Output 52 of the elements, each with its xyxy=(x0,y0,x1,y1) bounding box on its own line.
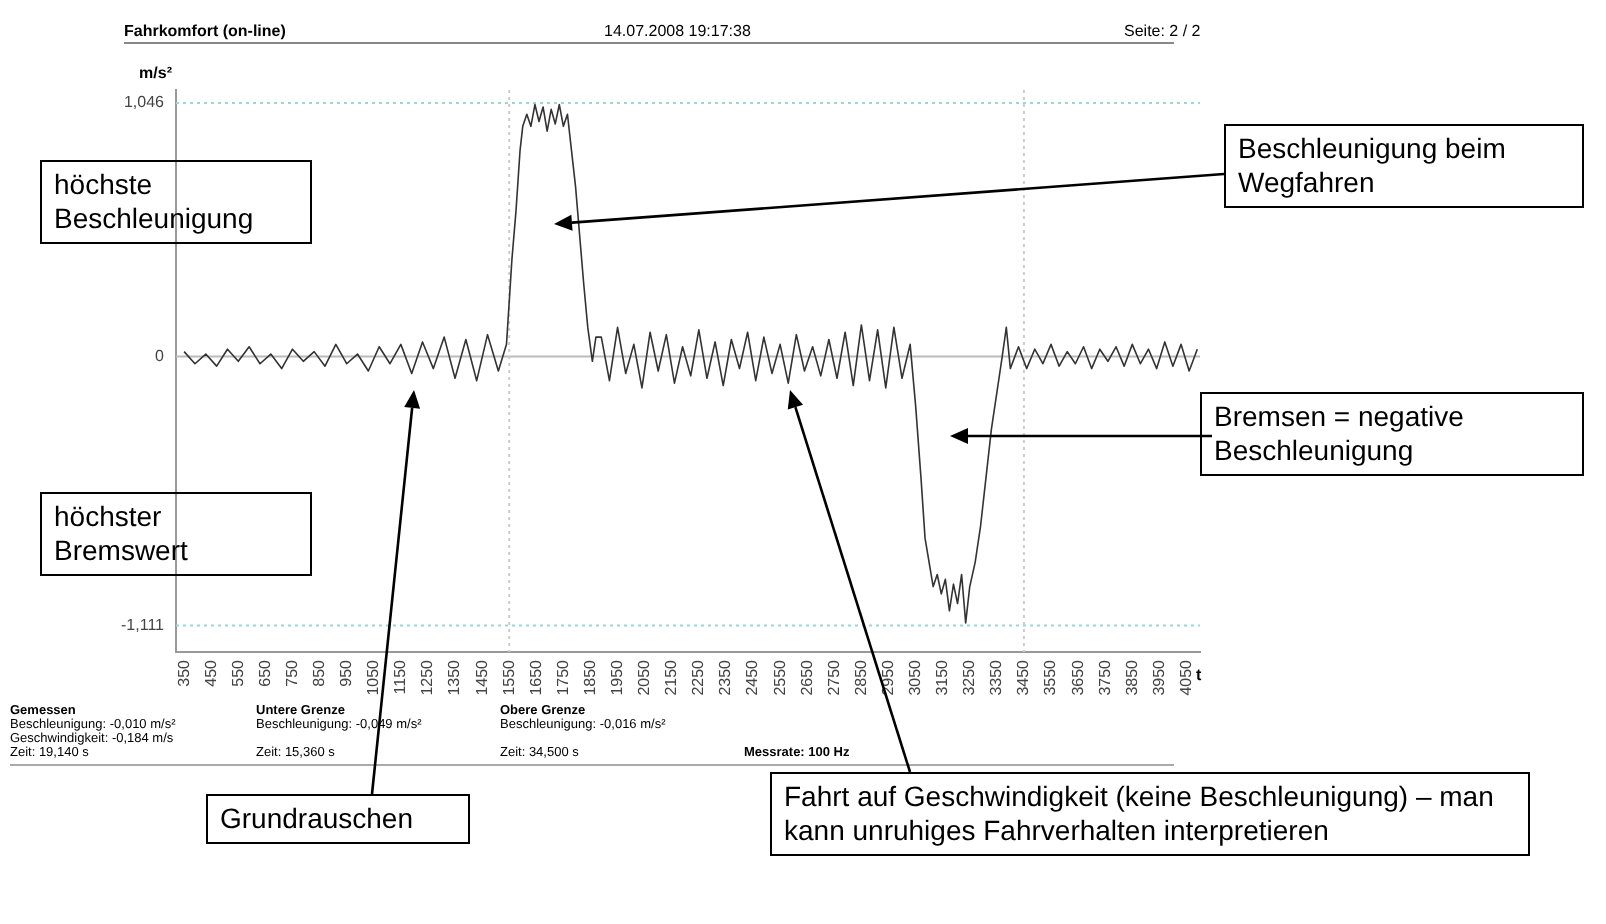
x-tick-label: 1450 xyxy=(472,658,491,696)
x-tick-label: 2350 xyxy=(716,658,735,696)
x-tick-label: 3950 xyxy=(1149,658,1168,696)
y-tick-label: -1,111 xyxy=(121,616,166,634)
x-tick-label: 1550 xyxy=(499,658,518,696)
x-tick-label: 2250 xyxy=(689,658,708,696)
annotation: höchster Bremswert xyxy=(40,492,312,576)
text: Bremsen = negative Beschleunigung xyxy=(1200,392,1584,476)
x-tick-label: 2650 xyxy=(797,658,816,696)
x-tick-label: 1950 xyxy=(607,658,626,696)
text: Fahrt auf Geschwindigkeit (keine Beschleunigung) – man kann unruhiges Fahrverhalten interpretieren xyxy=(770,772,1530,856)
x-tick-label: 3550 xyxy=(1041,658,1060,696)
x-tick-label: 1350 xyxy=(445,658,464,696)
x-tick-label: 1150 xyxy=(391,658,410,695)
x-tick-label: 2750 xyxy=(824,658,843,696)
x-tick-label: 850 xyxy=(309,658,328,687)
x-tick-label: 550 xyxy=(228,658,247,687)
x-tick-label: 350 xyxy=(174,658,193,687)
text: Beschleunigung beim Wegfahren xyxy=(1224,124,1584,208)
x-tick-label: 3650 xyxy=(1068,658,1087,696)
x-tick-label: 3450 xyxy=(1014,658,1033,696)
y-tick-label: 0 xyxy=(155,346,166,365)
x-axis-title: t xyxy=(1196,666,1202,684)
text: Seite: 2 / 2 xyxy=(1124,22,1201,40)
x-tick-label: 1250 xyxy=(418,658,437,696)
x-tick-label: 3850 xyxy=(1122,658,1141,696)
x-tick-label: 1750 xyxy=(553,658,572,696)
x-tick-label: 1050 xyxy=(364,658,383,696)
x-tick-label: 2550 xyxy=(770,658,789,696)
x-tick-label: 3050 xyxy=(905,658,924,696)
y-tick-label: 1,046 xyxy=(123,93,166,112)
x-tick-label: 3750 xyxy=(1095,658,1114,696)
x-tick-label: 750 xyxy=(282,658,301,687)
annotation: höchste Beschleunigung xyxy=(40,160,312,244)
x-tick-label: 2450 xyxy=(743,658,762,696)
x-tick-label: 3350 xyxy=(987,658,1006,696)
text: Grundrauschen xyxy=(206,794,470,844)
chart-subtitle: 14.07.2008 19:17:38 xyxy=(604,22,751,40)
x-tick-label: 2150 xyxy=(662,658,681,696)
y-axis-title: m/s² xyxy=(139,64,173,82)
x-tick-label: 3150 xyxy=(933,658,952,696)
chart-title: Fahrkomfort (on-line) xyxy=(124,22,286,40)
x-tick-label: 450 xyxy=(201,658,220,687)
x-tick-label: 1850 xyxy=(580,658,599,696)
x-tick-label: 1650 xyxy=(526,658,545,696)
x-tick-label: 2850 xyxy=(851,658,870,696)
x-tick-label: 2950 xyxy=(878,658,897,696)
x-tick-label: 3250 xyxy=(960,658,979,696)
x-tick-label: 4050 xyxy=(1176,658,1195,696)
x-tick-label: 2050 xyxy=(635,658,654,696)
x-tick-label: 650 xyxy=(255,658,274,687)
x-tick-label: 950 xyxy=(337,658,356,687)
